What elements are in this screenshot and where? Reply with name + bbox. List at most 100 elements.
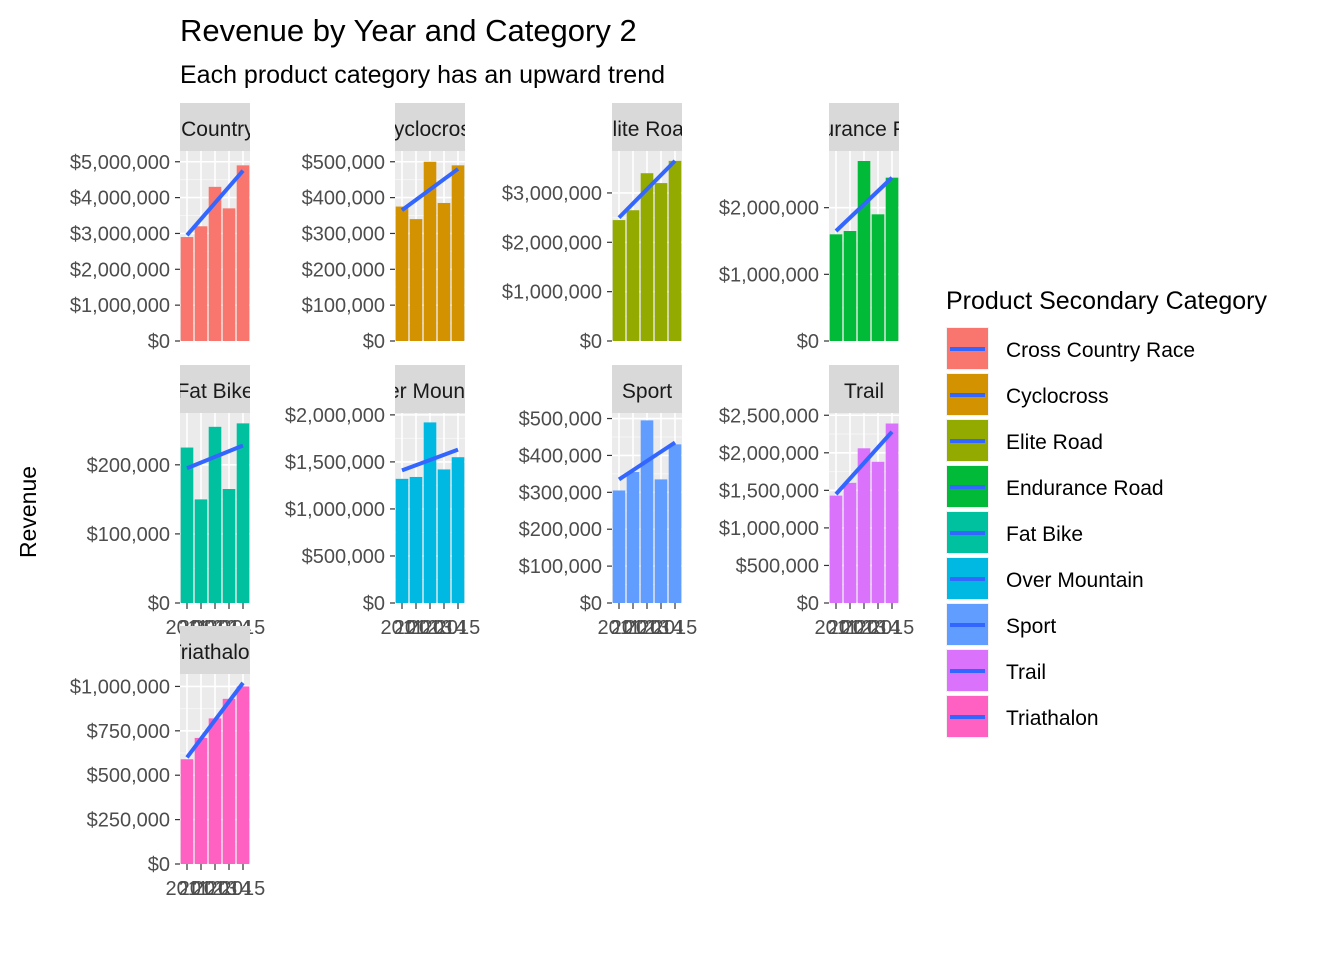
x-tick-label: 2014 xyxy=(422,617,467,639)
bar xyxy=(395,478,409,603)
legend-label: Sport xyxy=(1006,615,1056,638)
trend-line xyxy=(400,167,460,212)
x-tick-label: 2014 xyxy=(639,617,684,639)
bar xyxy=(222,208,236,341)
bar xyxy=(451,165,465,341)
legend: Product Secondary Category Cross Country… xyxy=(946,287,1268,738)
x-tick-label: 2012 xyxy=(828,617,873,639)
y-tick-label: $500,000 xyxy=(736,555,819,577)
y-tick-label: $1,500,000 xyxy=(285,452,385,474)
y-tick-label: $200,000 xyxy=(302,259,385,281)
y-tick-label: $0 xyxy=(580,331,602,353)
y-tick-label: $0 xyxy=(797,593,819,615)
facet-panel: Triathalon $0 $250,000 $500,000 $750,000 $1,0… xyxy=(70,626,265,900)
y-tick-label: $400,000 xyxy=(519,445,602,467)
y-tick-label: $300,000 xyxy=(519,482,602,504)
bar xyxy=(180,447,194,603)
bar xyxy=(437,202,451,341)
bar xyxy=(194,226,208,341)
bar xyxy=(409,476,423,603)
bar xyxy=(222,489,236,603)
y-tick-label: $750,000 xyxy=(87,721,170,743)
y-tick-label: $500,000 xyxy=(302,546,385,568)
y-tick-label: $1,000,000 xyxy=(285,499,385,521)
y-tick-label: $2,000,000 xyxy=(719,198,819,220)
facet-strip xyxy=(180,626,250,674)
bar xyxy=(222,698,236,864)
legend-item: Triathalon xyxy=(946,695,1099,738)
bar xyxy=(668,160,682,341)
facet-strip-label: Sport xyxy=(622,380,672,403)
bar xyxy=(626,472,640,603)
bar xyxy=(640,420,654,603)
legend-item: Fat Bike xyxy=(946,511,1083,554)
y-tick-label: $0 xyxy=(148,331,170,353)
facet-panel: Cross Country Race $0 $1,000,000 $2,000,000… xyxy=(70,103,309,353)
legend-title: Product Secondary Category xyxy=(946,287,1268,315)
y-tick-label: $1,500,000 xyxy=(719,480,819,502)
x-tick-label: 2011 xyxy=(165,878,208,900)
facet-panel: Elite Road $0 $1,000,000 $2,000,000 $3,000,0… xyxy=(502,103,682,353)
facet-strip xyxy=(180,365,250,413)
facet-panel: Over Mountain $0 $500,000 $1,000,000 $1,500,… xyxy=(285,365,499,639)
y-tick-label: $3,000,000 xyxy=(70,223,170,245)
bar xyxy=(423,422,437,603)
x-tick-label: 2012 xyxy=(394,617,439,639)
x-tick-label: 2013 xyxy=(408,617,453,639)
x-tick-label: 2011 xyxy=(597,617,640,639)
y-tick-label: $1,000,000 xyxy=(70,295,170,317)
y-tick-label: $500,000 xyxy=(302,152,385,174)
bar xyxy=(668,444,682,603)
y-tick-label: $400,000 xyxy=(302,188,385,210)
y-tick-label: $300,000 xyxy=(302,223,385,245)
y-tick-label: $2,500,000 xyxy=(719,405,819,427)
legend-label: Elite Road xyxy=(1006,431,1103,454)
facet-panel: Cyclocross $0 $100,000 $200,000 $300,000 $400… xyxy=(302,103,465,353)
y-tick-label: $2,000,000 xyxy=(719,443,819,465)
y-axis-label: Revenue xyxy=(15,466,41,558)
y-tick-label: $0 xyxy=(148,593,170,615)
bar xyxy=(236,423,250,603)
y-tick-label: $1,000,000 xyxy=(719,518,819,540)
bar xyxy=(843,482,857,603)
bar xyxy=(208,186,222,341)
facet-strip-label: Fat Bike xyxy=(176,380,253,403)
legend-label: Cross Country Race xyxy=(1006,339,1195,362)
y-tick-label: $2,000,000 xyxy=(285,405,385,427)
legend-label: Fat Bike xyxy=(1006,523,1083,546)
legend-label: Trail xyxy=(1006,661,1046,684)
x-tick-label: 2013 xyxy=(842,617,887,639)
y-tick-label: $200,000 xyxy=(519,519,602,541)
trend-line xyxy=(186,443,244,471)
bar xyxy=(612,220,626,341)
legend-item: Over Mountain xyxy=(946,557,1144,600)
y-tick-label: $0 xyxy=(580,593,602,615)
legend-item: Cross Country Race xyxy=(946,327,1195,370)
bar xyxy=(857,448,871,603)
x-tick-label: 2013 xyxy=(193,878,238,900)
bar xyxy=(194,737,208,864)
facet-panel: Endurance Road $0 $1,000,000 $2,000,000 xyxy=(719,103,899,353)
y-tick-label: $200,000 xyxy=(87,455,170,477)
facet-strip-label: Over Mountain xyxy=(361,380,499,403)
bar xyxy=(654,183,668,341)
x-tick-label: 2011 xyxy=(814,617,857,639)
bar xyxy=(409,219,423,341)
y-tick-label: $2,000,000 xyxy=(70,259,170,281)
trend-line xyxy=(401,447,459,473)
bar xyxy=(640,173,654,341)
x-tick-label: 2012 xyxy=(179,878,224,900)
y-tick-label: $500,000 xyxy=(87,765,170,787)
bar xyxy=(654,479,668,603)
facet-strip xyxy=(395,365,465,413)
facet-strip-label: Cross Country Race xyxy=(120,118,309,141)
bar xyxy=(871,461,885,603)
bar xyxy=(612,490,626,603)
y-tick-label: $2,000,000 xyxy=(502,232,602,254)
y-tick-label: $100,000 xyxy=(519,556,602,578)
bar xyxy=(194,499,208,603)
x-tick-label: 2014 xyxy=(856,617,901,639)
bar xyxy=(871,214,885,341)
trend-line xyxy=(834,430,894,496)
